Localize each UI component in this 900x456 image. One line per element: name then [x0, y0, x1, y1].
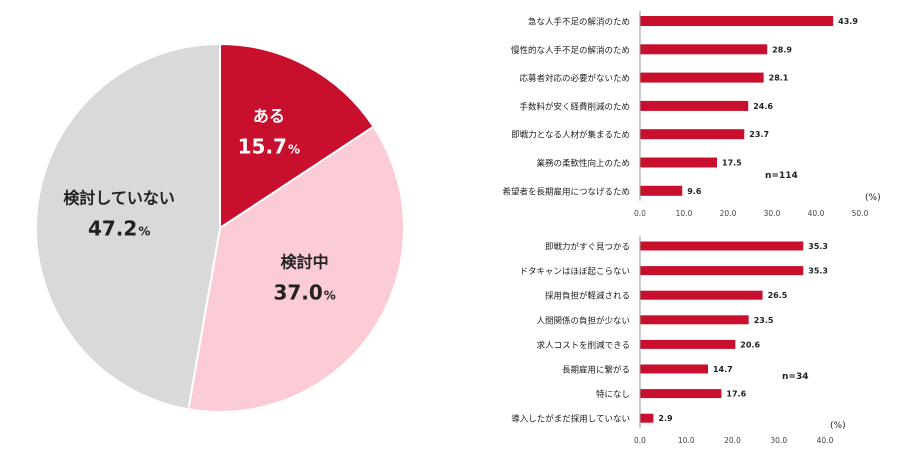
bar [640, 266, 804, 276]
pie-slice-1 [187, 125, 405, 413]
bar [640, 44, 768, 55]
x-tick-label: 40.0 [817, 436, 834, 445]
x-tick-label: 20.0 [724, 436, 741, 445]
x-tick-label: 30.0 [764, 209, 781, 218]
bar-value-label: 17.6 [726, 390, 746, 399]
bar-value-label: 20.6 [740, 340, 760, 349]
bar [640, 413, 654, 423]
bar [640, 241, 804, 251]
unit-label: (%) [830, 421, 846, 431]
bar-value-label: 35.3 [808, 242, 828, 251]
bar [640, 100, 749, 111]
bar-value-label: 28.1 [769, 74, 789, 83]
pie-slice-0 [219, 42, 375, 230]
pie-value-2: 47.2% [88, 216, 150, 240]
bar-category-label: 即戦力がすぐ見つかる [545, 242, 630, 253]
x-tick-label: 40.0 [808, 209, 825, 218]
bar-value-label: 17.5 [722, 159, 742, 168]
pie-label-2: 検討していない [63, 188, 175, 207]
pie-chart: ある 15.7% 検討中 37.0% 検討していない 47.2% [35, 42, 405, 413]
pie-label-1: 検討中 [281, 252, 329, 271]
pie-slice-2 [35, 42, 221, 411]
bar [640, 157, 717, 168]
bar-value-label: 43.9 [838, 17, 858, 26]
x-tick-label: 10.0 [678, 436, 695, 445]
bar-category-label: 導入したがまだ採用していない [511, 414, 630, 425]
bar-category-label: 希望者を長期雇用につなげるため [502, 186, 630, 197]
bar-category-label: 特になし [596, 389, 630, 400]
bar [640, 16, 834, 26]
bar [640, 185, 683, 196]
bar-category-label: 応募者対応の必要がないため [519, 73, 630, 84]
x-tick-label: 30.0 [770, 436, 787, 445]
bar-value-label: 23.5 [754, 316, 774, 325]
bar [640, 339, 736, 349]
bar-category-label: 慢性的な人手不足の解消のため [511, 45, 630, 56]
pie-value-1: 37.0% [273, 280, 335, 304]
bar-category-label: 手数料が安く経費削減のため [519, 101, 630, 112]
bar-value-label: 28.9 [772, 45, 792, 54]
bar-category-label: 人間関係の負担が少ない [536, 315, 630, 326]
bar-chart-reasons: 急な人手不足の解消のため 43.9 慢性的な人手不足の解消のため 28.9 応募者対応の… [502, 11, 881, 218]
bar-value-label: 26.5 [768, 291, 788, 300]
bar [640, 290, 763, 300]
bar [640, 315, 749, 325]
bar-category-label: 即戦力となる人材が集まるため [511, 130, 630, 141]
unit-label: (%) [865, 193, 881, 203]
x-tick-label: 10.0 [676, 209, 693, 218]
bar-category-label: 求人コストを削減できる [537, 340, 630, 351]
bar-value-label: 24.6 [753, 102, 773, 111]
bar-category-label: 業務の柔軟性向上のため [536, 158, 630, 169]
bar [640, 129, 745, 140]
bar-category-label: ドタキャンはほぼ起こらない [519, 267, 630, 277]
bar-value-label: 9.6 [687, 187, 702, 196]
bar-value-label: 23.7 [749, 130, 769, 139]
bar [640, 389, 722, 399]
sample-size-label: n=34 [782, 372, 808, 382]
x-tick-label: 0.0 [634, 209, 646, 218]
bar-value-label: 35.3 [808, 267, 828, 276]
x-tick-label: 20.0 [720, 209, 737, 218]
bar-category-label: 採用負担が軽減される [545, 291, 630, 302]
x-tick-label: 0.0 [634, 436, 646, 445]
x-tick-label: 50.0 [852, 209, 869, 218]
bar [640, 364, 708, 374]
sample-size-label: n=114 [765, 171, 798, 181]
bar-category-label: 急な人手不足の解消のため [528, 17, 630, 28]
bar-chart-benefits: 即戦力がすぐ見つかる 35.3 ドタキャンはほぼ起こらない 35.3 採用負担が軽減され… [511, 236, 846, 445]
bar-value-label: 2.9 [658, 414, 673, 423]
bar-category-label: 長期雇用に繋がる [562, 365, 630, 376]
bar-value-label: 14.7 [713, 365, 733, 374]
pie-value-0: 15.7% [238, 134, 300, 158]
pie-label-0: ある [253, 106, 285, 125]
bar [640, 72, 764, 83]
